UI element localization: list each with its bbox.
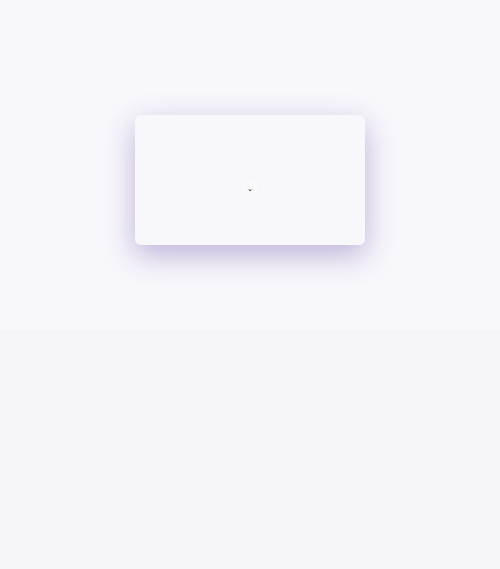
chevron-down-icon: ⌄ [243,182,257,196]
hero-showcase: ⌄ [0,0,500,330]
thumbnail-grid [0,330,500,350]
hero-slide: ⌄ [135,115,365,245]
